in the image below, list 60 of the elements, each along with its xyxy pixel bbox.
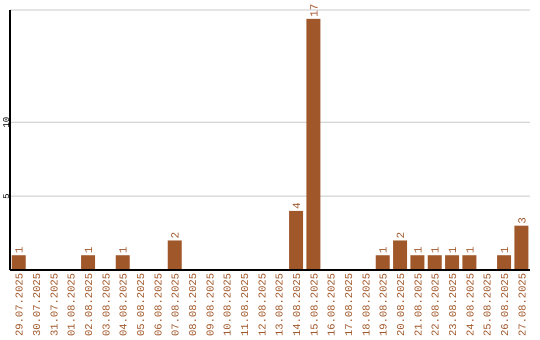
x-tick-label: 20.08.2025	[396, 273, 408, 336]
x-tick-label: 30.07.2025	[32, 273, 44, 336]
x-tick-label: 29.07.2025	[14, 273, 27, 336]
x-tick-label: 16.08.2025	[326, 273, 339, 336]
x-tick-label: 02.08.2025	[84, 273, 96, 336]
x-tick-label: 06.08.2025	[153, 273, 166, 336]
x-tick-label: 24.08.2025	[465, 273, 478, 336]
data-label: 2	[396, 232, 408, 238]
data-label: 1	[378, 246, 391, 254]
x-tick-label: 08.08.2025	[188, 273, 200, 336]
bar	[289, 210, 304, 270]
data-label: 3	[517, 217, 530, 224]
data-label: 17	[309, 4, 322, 17]
data-label: 2	[170, 232, 183, 238]
bar	[116, 255, 130, 270]
bar	[497, 255, 512, 270]
x-tick-label: 09.08.2025	[205, 273, 218, 336]
x-tick-label: 11.08.2025	[240, 273, 252, 336]
data-label: 1	[118, 246, 131, 254]
bar	[168, 240, 182, 270]
x-tick-label: 03.08.2025	[101, 273, 114, 336]
data-label: 1	[14, 246, 27, 254]
bar	[428, 255, 442, 270]
x-tick-label: 21.08.2025	[413, 273, 426, 336]
x-tick-label: 19.08.2025	[378, 273, 391, 336]
bar	[306, 18, 320, 270]
x-tick-label: 14.08.2025	[292, 273, 304, 336]
bar	[393, 240, 408, 270]
x-tick-label: 15.08.2025	[309, 273, 322, 336]
x-tick-label: 27.08.2025	[517, 273, 530, 336]
x-tick-label: 26.08.2025	[500, 273, 512, 336]
x-tick-label: 01.08.2025	[66, 273, 79, 336]
bar	[12, 255, 26, 270]
x-tick-label: 23.08.2025	[448, 273, 460, 336]
x-tick-label: 13.08.2025	[274, 273, 287, 336]
x-tick-label: 18.08.2025	[361, 273, 374, 336]
bar	[376, 255, 390, 270]
data-label: 1	[500, 246, 512, 254]
bar	[81, 255, 96, 270]
data-label: 1	[448, 246, 460, 254]
bar	[410, 255, 424, 270]
x-tick-label: 17.08.2025	[344, 273, 356, 336]
x-tick-label: 12.08.2025	[257, 273, 270, 336]
x-tick-label: 25.08.2025	[482, 273, 495, 336]
bar	[445, 255, 460, 270]
y-tick-label: 5	[2, 193, 12, 199]
data-label: 1	[430, 246, 443, 254]
x-tick-label: 04.08.2025	[118, 273, 131, 336]
data-label: 1	[413, 246, 426, 254]
x-tick-label: 05.08.2025	[136, 273, 148, 336]
data-label: 1	[465, 246, 478, 254]
x-tick-label: 31.07.2025	[49, 273, 62, 336]
x-tick-label: 07.08.2025	[170, 273, 183, 336]
x-tick-label: 22.08.2025	[430, 273, 443, 336]
data-label: 4	[292, 202, 304, 209]
bar	[514, 226, 528, 270]
y-tick-label: 10	[2, 116, 12, 128]
bar	[462, 255, 476, 270]
data-label: 1	[84, 246, 96, 254]
x-tick-label: 10.08.2025	[222, 273, 235, 336]
